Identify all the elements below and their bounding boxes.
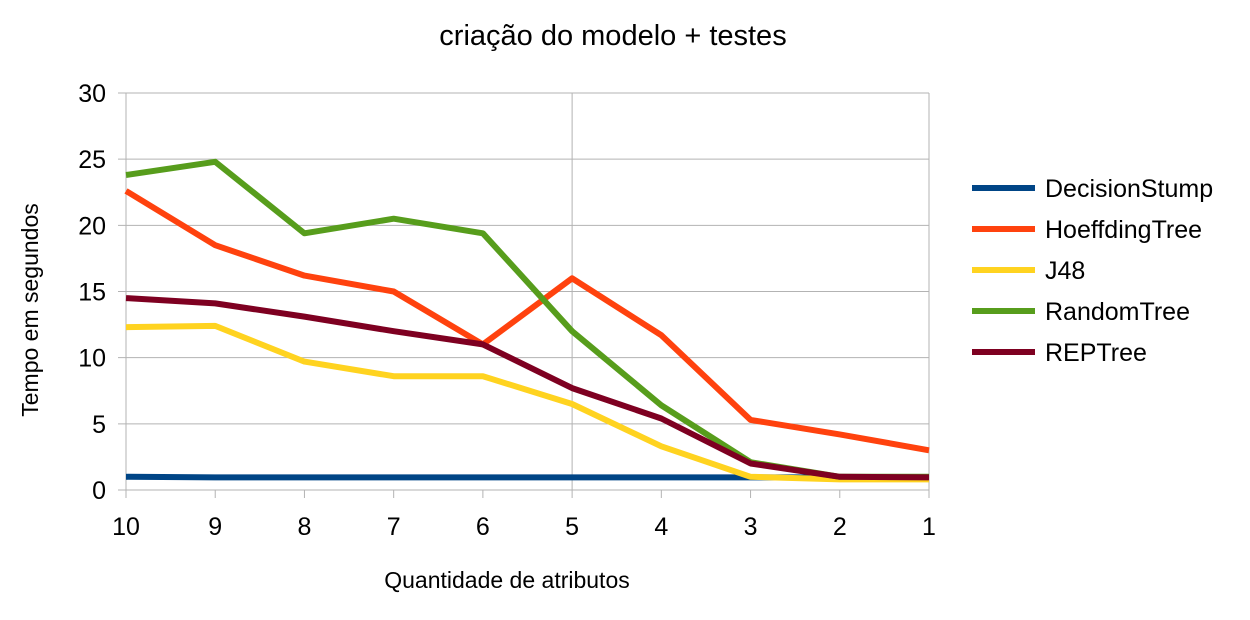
x-tick-labels: 10 9 8 7 6 5 4 3 2 1	[112, 513, 936, 541]
y-tick-label: 20	[78, 212, 106, 240]
x-tick-label: 8	[297, 513, 311, 541]
y-tick-label: 15	[78, 279, 106, 307]
x-tick-label: 6	[476, 513, 490, 541]
grid	[118, 92, 930, 498]
y-tick-label: 0	[92, 477, 106, 505]
legend-label: REPTree	[1045, 339, 1147, 367]
x-tick-label: 9	[208, 513, 222, 541]
x-tick-label: 3	[744, 513, 758, 541]
x-axis-label: Quantidade de atributos	[384, 567, 630, 593]
series-line-j48	[125, 322, 929, 483]
y-tick-label: 10	[78, 345, 106, 373]
legend-label: RandomTree	[1045, 298, 1190, 326]
x-tick-label: 2	[833, 513, 847, 541]
x-tick-label: 5	[565, 513, 579, 541]
y-tick-label: 30	[78, 80, 106, 108]
y-tick-labels: 0 5 10 15 20 25 30	[78, 80, 106, 505]
x-tick-label: 7	[387, 513, 401, 541]
x-tick-label: 10	[112, 513, 140, 541]
y-tick-label: 5	[92, 411, 106, 439]
legend-label: HoeffdingTree	[1045, 216, 1202, 244]
legend-label: J48	[1045, 257, 1085, 285]
chart-title: criação do modelo + testes	[439, 20, 786, 52]
series-lines	[124, 158, 930, 483]
x-tick-label: 1	[922, 513, 936, 541]
y-tick-label: 25	[78, 146, 106, 174]
series-line-reptree	[125, 295, 930, 481]
legend-label: DecisionStump	[1045, 175, 1213, 203]
legend: DecisionStump HoeffdingTree J48 RandomTree R…	[972, 175, 1213, 367]
y-axis-label: Tempo em segundos	[17, 203, 43, 417]
x-tick-label: 4	[654, 513, 668, 541]
series-line-hoeffdingtree	[124, 188, 930, 454]
